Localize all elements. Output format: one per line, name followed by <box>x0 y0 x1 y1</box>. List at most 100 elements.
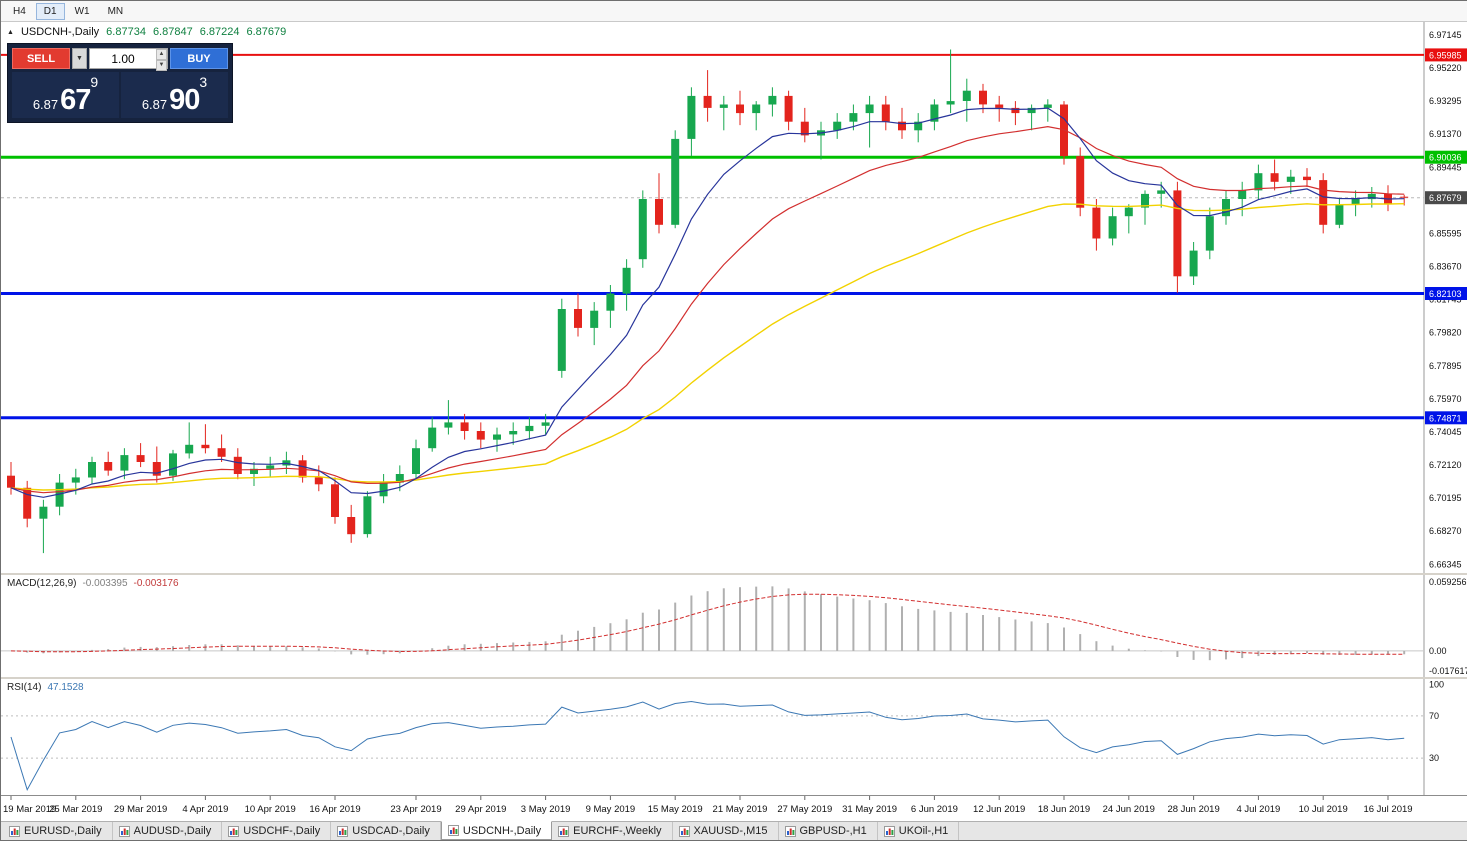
svg-text:6.74871: 6.74871 <box>1429 413 1462 423</box>
chart-tab-usdchf-daily[interactable]: USDCHF-,Daily <box>222 822 332 840</box>
svg-text:-0.017617: -0.017617 <box>1429 666 1467 676</box>
svg-text:15 May 2019: 15 May 2019 <box>648 804 703 815</box>
mini-chart-icon <box>883 825 895 837</box>
svg-text:19 Mar 2019: 19 Mar 2019 <box>3 804 56 815</box>
svg-text:6.74045: 6.74045 <box>1429 427 1462 437</box>
buy-button[interactable]: BUY <box>170 48 228 69</box>
chart-tab-usdcnh-daily[interactable]: USDCNH-,Daily <box>440 821 553 840</box>
svg-text:10 Apr 2019: 10 Apr 2019 <box>245 804 296 815</box>
volume-increase-button[interactable]: ▲ <box>156 49 167 60</box>
svg-text:4 Apr 2019: 4 Apr 2019 <box>182 804 228 815</box>
svg-text:25 Mar 2019: 25 Mar 2019 <box>49 804 102 815</box>
rsi-label: RSI(14) <box>7 682 42 693</box>
svg-text:0.00: 0.00 <box>1429 646 1447 656</box>
open-value: 6.87734 <box>106 26 146 38</box>
tab-label: USDCNH-,Daily <box>462 824 542 837</box>
svg-text:29 Apr 2019: 29 Apr 2019 <box>455 804 506 815</box>
macd-main-value: -0.003395 <box>82 578 128 589</box>
macd-label: MACD(12,26,9) <box>7 578 77 589</box>
macd-header: MACD(12,26,9) -0.003395 -0.003176 <box>7 578 179 589</box>
timeframe-button-mn[interactable]: MN <box>100 3 132 20</box>
svg-text:6.93295: 6.93295 <box>1429 96 1462 106</box>
timeframe-toolbar: H4 D1 W1 MN <box>1 1 1467 22</box>
tab-label: XAUUSD-,M15 <box>693 825 768 837</box>
chart-tab-bar: EURUSD-,Daily AUDUSD-,Daily USDCHF-,Daily U… <box>1 821 1467 840</box>
mini-chart-icon <box>228 825 240 837</box>
chart-tab-audusd-daily[interactable]: AUDUSD-,Daily <box>113 822 223 840</box>
svg-text:12 Jun 2019: 12 Jun 2019 <box>973 804 1025 815</box>
mini-chart-icon <box>558 825 570 837</box>
svg-text:27 May 2019: 27 May 2019 <box>777 804 832 815</box>
close-value: 6.87679 <box>246 26 287 38</box>
tab-label: EURCHF-,Weekly <box>573 825 662 837</box>
svg-text:6.89445: 6.89445 <box>1429 162 1462 172</box>
volume-spinner: ▲ ▼ <box>156 49 167 71</box>
mini-chart-icon <box>784 825 796 837</box>
chart-tab-eurchf-weekly[interactable]: EURCHF-,Weekly <box>552 822 673 840</box>
rsi-indicator-panel[interactable]: 100 70 30 RSI(14) 47.1528 <box>1 677 1467 795</box>
svg-text:6.66345: 6.66345 <box>1429 559 1462 569</box>
tab-label: EURUSD-,Daily <box>24 825 102 837</box>
chart-header: ▲ USDCNH-,Daily 6.87734 6.87847 6.87224 … <box>7 26 286 38</box>
svg-text:31 May 2019: 31 May 2019 <box>842 804 897 815</box>
buy-price-display[interactable]: 6.87 90 3 <box>121 72 228 118</box>
svg-text:10 Jul 2019: 10 Jul 2019 <box>1299 804 1348 815</box>
macd-chart: 0.059256 0.00 -0.017617 <box>1 575 1467 677</box>
svg-text:16 Apr 2019: 16 Apr 2019 <box>309 804 360 815</box>
svg-text:6.95985: 6.95985 <box>1429 50 1462 60</box>
mini-chart-icon <box>678 825 690 837</box>
timeframe-button-d1[interactable]: D1 <box>35 2 65 20</box>
volume-input[interactable] <box>89 48 168 69</box>
svg-text:21 May 2019: 21 May 2019 <box>713 804 768 815</box>
time-axis[interactable]: 19 Mar 2019 25 Mar 2019 29 Mar 2019 4 Apr 2… <box>1 795 1467 821</box>
high-value: 6.87847 <box>152 26 193 38</box>
svg-text:6.95220: 6.95220 <box>1429 63 1462 73</box>
buy-price-prefix: 6.87 <box>141 97 168 112</box>
svg-text:6.83670: 6.83670 <box>1429 262 1462 272</box>
mini-chart-icon <box>337 825 349 837</box>
collapse-icon[interactable]: ▲ <box>7 28 14 36</box>
timeframe-button-h4[interactable]: H4 <box>5 3 34 20</box>
sell-price-pips: 67 <box>60 84 91 116</box>
svg-text:0.059256: 0.059256 <box>1429 577 1467 587</box>
sell-price-prefix: 6.87 <box>32 97 59 112</box>
chart-tab-xauusd-m15[interactable]: XAUUSD-,M15 <box>673 822 779 840</box>
svg-text:6.70195: 6.70195 <box>1429 493 1462 503</box>
sell-price-display[interactable]: 6.87 67 9 <box>12 72 119 118</box>
svg-text:6.82103: 6.82103 <box>1429 289 1462 299</box>
chart-tab-usdcad-daily[interactable]: USDCAD-,Daily <box>331 822 441 840</box>
svg-text:6.75970: 6.75970 <box>1429 394 1462 404</box>
price-chart-panel[interactable]: 6.66345 6.68270 6.70195 6.72120 6.74045 6.759… <box>1 22 1467 573</box>
macd-indicator-panel[interactable]: 0.059256 0.00 -0.017617 MACD(12,26,9) -0.0… <box>1 573 1467 677</box>
svg-text:24 Jun 2019: 24 Jun 2019 <box>1103 804 1155 815</box>
svg-text:9 May 2019: 9 May 2019 <box>586 804 636 815</box>
buy-price-point: 3 <box>199 74 208 90</box>
svg-text:6.85595: 6.85595 <box>1429 229 1462 239</box>
symbol-period-label: USDCNH-,Daily <box>20 26 100 38</box>
tab-label: AUDUSD-,Daily <box>133 825 212 837</box>
tab-label: USDCHF-,Daily <box>243 825 321 837</box>
mini-chart-icon <box>9 825 20 837</box>
svg-text:6.90036: 6.90036 <box>1429 153 1462 163</box>
sell-button[interactable]: SELL <box>12 48 70 69</box>
svg-text:6.77895: 6.77895 <box>1429 361 1462 371</box>
volume-dropdown-button[interactable]: ▼ <box>72 48 87 69</box>
volume-decrease-button[interactable]: ▼ <box>156 60 167 71</box>
one-click-trading-panel: SELL ▼ ▲ ▼ BUY 6.87 67 9 6.8 <box>8 44 232 122</box>
svg-text:6.91370: 6.91370 <box>1429 129 1462 139</box>
rsi-chart: 100 70 30 <box>1 679 1444 795</box>
chart-tab-eurusd-daily[interactable]: EURUSD-,Daily <box>3 822 113 840</box>
svg-text:6 Jun 2019: 6 Jun 2019 <box>911 804 958 815</box>
svg-text:18 Jun 2019: 18 Jun 2019 <box>1038 804 1090 815</box>
svg-text:23 Apr 2019: 23 Apr 2019 <box>390 804 441 815</box>
svg-text:16 Jul 2019: 16 Jul 2019 <box>1363 804 1412 815</box>
low-value: 6.87224 <box>199 26 240 38</box>
tab-label: USDCAD-,Daily <box>352 825 430 837</box>
candlestick-chart[interactable]: 6.66345 6.68270 6.70195 6.72120 6.74045 6.759… <box>1 22 1467 573</box>
tab-label: UKOil-,H1 <box>898 825 949 837</box>
chart-tab-gbpusd-h1[interactable]: GBPUSD-,H1 <box>779 822 878 840</box>
chart-tab-ukoil-h1[interactable]: UKOil-,H1 <box>878 822 960 840</box>
macd-signal-value: -0.003176 <box>133 578 179 589</box>
timeframe-button-w1[interactable]: W1 <box>67 3 98 20</box>
